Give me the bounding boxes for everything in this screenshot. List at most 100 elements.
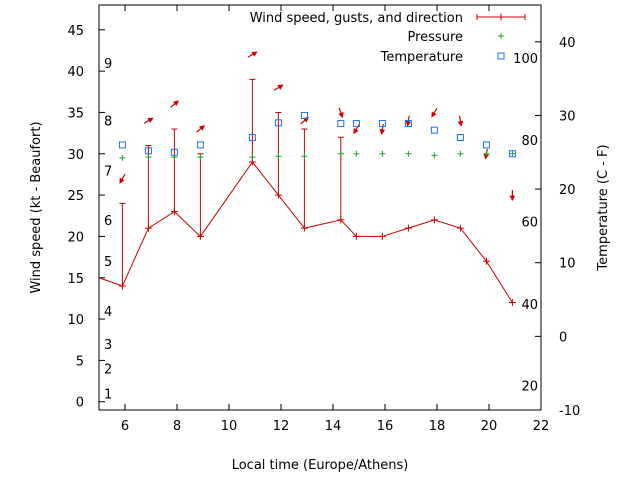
y2-tick-label: 0 <box>559 330 567 345</box>
wind-direction-arrow <box>379 123 386 135</box>
fahrenheit-label: 40 <box>521 298 538 313</box>
x-tick-label: 18 <box>429 419 446 434</box>
y-tick-label: 45 <box>67 24 84 39</box>
x-tick-label: 10 <box>221 419 238 434</box>
wind-point <box>378 232 386 240</box>
legend: Wind speed, gusts, and direction Pressur… <box>250 11 526 65</box>
beaufort-label: 7 <box>104 164 112 179</box>
temperature-point <box>378 120 386 128</box>
y2-tick-label: -10 <box>559 404 580 419</box>
temperature-point <box>430 126 438 134</box>
temperature-point <box>274 119 282 127</box>
temperature-point <box>352 120 360 128</box>
pressure-point <box>457 150 464 157</box>
beaufort-label: 8 <box>104 115 112 130</box>
beaufort-label: 3 <box>104 338 112 353</box>
legend-swatches <box>476 13 526 60</box>
pressure-point <box>119 154 126 161</box>
pressure-point <box>197 154 204 161</box>
y-tick-label: 40 <box>67 65 84 80</box>
x-tick-label: 20 <box>481 419 498 434</box>
wind-direction-arrow <box>431 107 438 118</box>
legend-temperature-swatch <box>497 52 505 60</box>
y-tick-label: 30 <box>67 148 84 163</box>
series-marks <box>98 51 516 307</box>
y2-tick-label: 10 <box>559 257 576 272</box>
y-tick-label: 10 <box>67 313 84 328</box>
pressure-point <box>353 150 360 157</box>
fahrenheit-label: 60 <box>521 215 538 230</box>
gust-bar <box>249 78 256 163</box>
arrow-head <box>147 117 154 123</box>
legend-pressure-swatch <box>498 33 504 39</box>
temperature-point <box>482 141 490 149</box>
pressure-point <box>483 150 490 157</box>
arrow-head <box>405 120 412 127</box>
y-tick-label: 25 <box>67 189 84 204</box>
temperature-point <box>508 150 516 158</box>
pressure-point <box>379 150 386 157</box>
beaufort-label: 6 <box>104 214 112 229</box>
temperature-point <box>118 141 126 149</box>
wind-point <box>456 224 464 232</box>
y-tick-label: 0 <box>76 396 84 411</box>
temperature-point <box>404 120 412 128</box>
pressure-point <box>509 150 516 157</box>
legend-wind-label: Wind speed, gusts, and direction <box>250 11 463 26</box>
arrow-head <box>251 51 258 57</box>
wind-direction-arrow <box>119 173 126 184</box>
gust-bar <box>337 136 344 220</box>
wind-direction-arrow <box>300 116 309 125</box>
gust-bar <box>119 202 126 287</box>
x-axis-label: Local time (Europe/Athens) <box>232 458 409 473</box>
plot-frame <box>98 4 542 411</box>
legend-wind-marker <box>497 13 505 21</box>
wind-direction-arrow <box>170 100 179 108</box>
arrow-head <box>431 111 437 118</box>
beaufort-label: 1 <box>104 387 112 402</box>
arrow-head <box>353 128 359 135</box>
x-tick-label: 16 <box>377 419 394 434</box>
gust-bar <box>301 128 308 229</box>
y-axis-label: Wind speed (kt - Beaufort) <box>29 121 44 293</box>
temperature-point <box>170 148 178 156</box>
wind-direction-arrow <box>247 51 258 58</box>
pressure-point <box>405 150 412 157</box>
y2-axis-label: Temperature (C - F) <box>596 144 611 271</box>
pressure-point <box>249 154 256 161</box>
temperature-point <box>248 134 256 142</box>
temperature-point <box>196 141 204 149</box>
gust-bar <box>197 153 204 237</box>
y2-tick-label: 40 <box>559 36 576 51</box>
pressure-point <box>301 153 308 160</box>
wind-point <box>508 299 516 307</box>
legend-temperature-label: Temperature <box>380 50 463 65</box>
arrow-head <box>379 128 386 135</box>
beaufort-label: 5 <box>104 255 112 270</box>
x-tick-label: 14 <box>325 419 342 434</box>
fahrenheit-label: 80 <box>521 134 538 149</box>
arrow-head <box>338 111 344 119</box>
wind-direction-arrow <box>143 117 154 124</box>
y2-tick-label: 30 <box>559 109 576 124</box>
wind-speed-line <box>98 161 513 303</box>
wind-point <box>352 232 360 240</box>
pressure-point <box>275 153 282 160</box>
wind-direction-arrow <box>196 125 205 133</box>
arrow-head <box>483 153 490 160</box>
fahrenheit-label: 100 <box>513 52 538 67</box>
x-tick-label: 6 <box>121 419 129 434</box>
arrow-head <box>119 177 125 184</box>
fahrenheit-label: 20 <box>521 380 538 395</box>
temperature-point <box>300 111 308 119</box>
legend-pressure-label: Pressure <box>407 30 463 45</box>
x-tick-label: 12 <box>273 419 290 434</box>
gust-bar <box>171 128 178 212</box>
temperature-point <box>456 134 464 142</box>
x-tick-label: 22 <box>533 419 550 434</box>
y-tick-label: 35 <box>67 106 84 121</box>
tick-labels: 6 8 10 12 14 16 18 20 22051015202530354045-10010… <box>67 24 580 434</box>
arrow-head <box>277 84 284 90</box>
arrow-head <box>457 120 464 127</box>
beaufort-label: 2 <box>104 363 112 378</box>
